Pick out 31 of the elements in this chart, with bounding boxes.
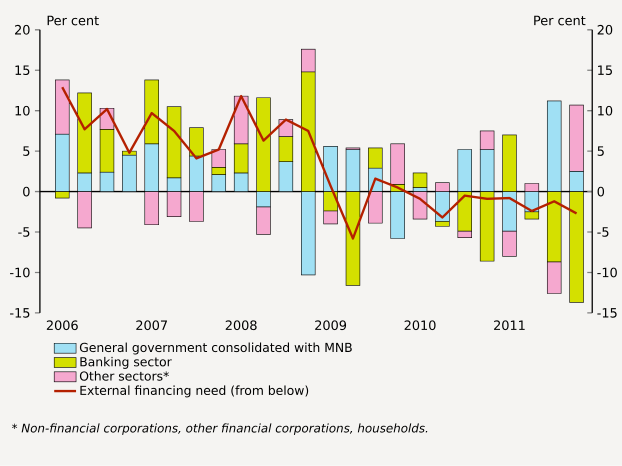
y-tick-label: 0 [23, 186, 30, 196]
legend-label: General government consolidated with MNB [80, 342, 352, 355]
x-tick-label: 2006 [46, 320, 78, 330]
y-tick-label: -5 [18, 227, 30, 237]
y-tick-label: 10 [15, 106, 30, 116]
line-series [61, 86, 578, 240]
legend-label: Banking sector [80, 356, 172, 369]
y-tick-label: -15 [10, 308, 30, 318]
y2-tick-label: 5 [598, 146, 604, 156]
x-tick-label: 2009 [315, 320, 346, 330]
y-tick-label: 5 [23, 146, 30, 156]
legend-label: Other sectors* [80, 371, 169, 381]
y2-tick-label: -10 [597, 268, 617, 278]
y-tick-label: 15 [15, 66, 30, 76]
y2-tick-label: 10 [598, 106, 612, 116]
y-tick-label: 20 [15, 24, 30, 35]
y2-axis-title: Per cent [534, 16, 586, 26]
bar [412, 172, 428, 188]
y-tick-label: -10 [10, 268, 30, 278]
y2-tick-label: 15 [598, 66, 612, 76]
x-tick-label: 2007 [136, 320, 167, 330]
text: * Non-financial corporations, other financial corporations, households. [12, 423, 428, 435]
x-tick-label: 2010 [404, 320, 436, 330]
legend-label: External financing need (from below) [80, 385, 308, 398]
y2-tick-label: 20 [598, 24, 612, 35]
x-tick-label: 2011 [494, 320, 525, 330]
y2-tick-label: -15 [597, 308, 617, 318]
y2-tick-label: 0 [598, 186, 604, 196]
y-axis-title: Per cent [48, 16, 99, 26]
x-tick-label: 2008 [226, 320, 257, 330]
y2-tick-label: -5 [597, 227, 608, 237]
